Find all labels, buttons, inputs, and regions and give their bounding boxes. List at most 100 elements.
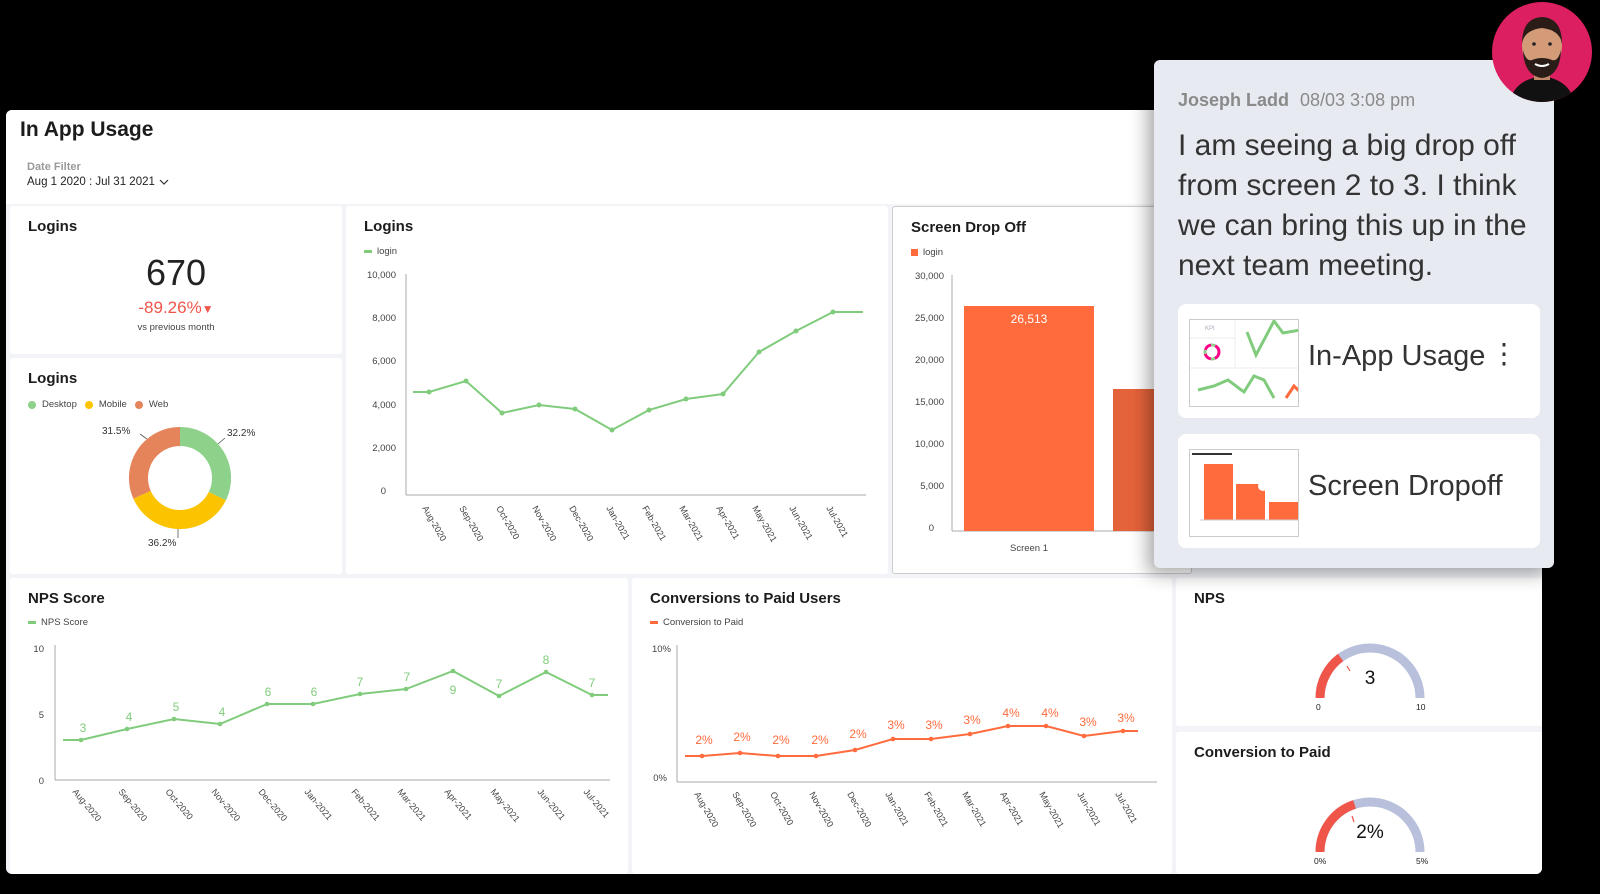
date-filter-label: Date Filter: [27, 161, 81, 173]
legend-square-icon: [911, 249, 918, 256]
svg-text:8,000: 8,000: [372, 313, 396, 324]
svg-text:4: 4: [219, 705, 226, 719]
svg-text:Dec-2020: Dec-2020: [567, 504, 595, 543]
logins-line-card[interactable]: Logins login 10,000 8,000 6,000 4,000 2,000…: [346, 206, 888, 574]
svg-text:Jan-2021: Jan-2021: [604, 504, 631, 542]
donut-chart: 32.2% 31.5% 36.2%: [102, 426, 255, 549]
svg-text:7: 7: [496, 677, 503, 691]
more-options-icon[interactable]: ⋮: [1490, 338, 1518, 369]
donut-slice-desktop[interactable]: [180, 427, 232, 501]
svg-text:25,000: 25,000: [915, 313, 944, 324]
svg-text:Mar-2021: Mar-2021: [960, 790, 988, 828]
nps-score-card[interactable]: NPS Score NPS Score 10 5 0 3 4 5 4 6 6 7 7 9 7 8 7: [10, 578, 628, 874]
svg-text:KPI: KPI: [1205, 326, 1215, 332]
svg-text:7: 7: [357, 675, 364, 689]
svg-text:Jun-2021: Jun-2021: [535, 787, 567, 822]
chevron-down-icon: [159, 179, 169, 185]
svg-text:10: 10: [33, 644, 44, 655]
kpi-delta-value: -89.26%: [138, 298, 202, 317]
svg-text:Aug-2020: Aug-2020: [70, 787, 103, 823]
donut-slice-mobile[interactable]: [133, 490, 226, 530]
svg-text:Nov-2020: Nov-2020: [530, 504, 558, 543]
screen-drop-off-card[interactable]: Screen Drop Off login 30,000 25,000 20,000…: [892, 206, 1193, 574]
card-title: NPS Score: [28, 590, 105, 607]
card-title: Conversion to Paid: [1194, 744, 1331, 761]
nps-gauge-card[interactable]: NPS 3 0 10: [1176, 578, 1542, 726]
svg-text:Oct-2020: Oct-2020: [768, 790, 795, 827]
bar-screen-1[interactable]: [964, 306, 1094, 531]
gauge-max: 10: [1416, 702, 1426, 712]
line-legend[interactable]: Conversion to Paid: [650, 617, 743, 628]
screen-drop-off-chart: 30,000 25,000 20,000 15,000 10,000 5,000 0 2…: [915, 271, 1193, 554]
svg-text:0: 0: [381, 486, 386, 497]
svg-text:9: 9: [450, 683, 457, 697]
svg-text:Nov-2020: Nov-2020: [807, 790, 835, 829]
svg-text:Jul-2021: Jul-2021: [824, 504, 850, 539]
comment-author[interactable]: Joseph Ladd: [1178, 90, 1290, 110]
comment-panel: Joseph Ladd 08/03 3:08 pm I am seeing a …: [1154, 60, 1554, 568]
svg-text:Feb-2021: Feb-2021: [349, 787, 381, 823]
line-legend[interactable]: login: [364, 246, 397, 257]
donut-slice-web[interactable]: [128, 426, 180, 499]
svg-text:6,000: 6,000: [372, 356, 396, 367]
svg-text:Jul-2021: Jul-2021: [1113, 790, 1139, 825]
legend-item-web[interactable]: Web: [134, 399, 168, 410]
nps-gauge: [1315, 643, 1425, 699]
card-title: Screen Drop Off: [911, 219, 1027, 236]
conversion-gauge: [1315, 797, 1425, 853]
svg-text:3%: 3%: [1079, 715, 1097, 729]
conversions-line-chart: 10% 0% 2% 2% 2% 2% 2% 3% 3% 3% 4% 4% 3% 3% Aug-20…: [652, 644, 1157, 830]
svg-text:20,000: 20,000: [915, 355, 944, 366]
svg-text:Feb-2021: Feb-2021: [922, 790, 950, 828]
kpi-logins-card[interactable]: Logins 670 -89.26%▼ vs previous month: [10, 206, 342, 354]
bar-label: 26,513: [1011, 312, 1048, 326]
card-title: Conversions to Paid Users: [650, 590, 841, 607]
svg-text:4: 4: [126, 710, 133, 724]
svg-text:Sep-2020: Sep-2020: [730, 790, 758, 829]
line-legend[interactable]: NPS Score: [28, 617, 88, 628]
gauge-min: 0%: [1314, 856, 1327, 866]
legend-dot-icon: [134, 400, 143, 409]
svg-text:3: 3: [80, 721, 87, 735]
donut-label-web: 31.5%: [102, 426, 130, 437]
legend-item-mobile[interactable]: Mobile: [84, 399, 127, 410]
date-filter-value: Aug 1 2020 : Jul 31 2021: [27, 176, 155, 188]
svg-text:4%: 4%: [1002, 706, 1020, 720]
kpi-delta: -89.26%▼: [10, 298, 342, 318]
svg-text:Jan-2021: Jan-2021: [302, 787, 334, 822]
legend-item-desktop[interactable]: Desktop: [28, 399, 77, 410]
svg-text:0%: 0%: [653, 773, 667, 784]
svg-text:6: 6: [265, 685, 272, 699]
attachment-screen-dropoff[interactable]: Screen Dropoff: [1178, 434, 1540, 548]
svg-text:2%: 2%: [772, 733, 790, 747]
dashboard-thumbnail: KPI: [1189, 319, 1299, 407]
logins-donut-card[interactable]: Logins Desktop Mobile Web 32.2% 31.5% 36…: [10, 358, 342, 574]
svg-text:8: 8: [543, 653, 550, 667]
conversion-gauge-card[interactable]: Conversion to Paid 2% 0% 5%: [1176, 732, 1542, 874]
svg-text:15,000: 15,000: [915, 397, 944, 408]
svg-text:5: 5: [173, 700, 180, 714]
svg-text:0: 0: [39, 776, 44, 787]
gauge-max: 5%: [1416, 856, 1429, 866]
bar-legend[interactable]: login: [911, 247, 943, 258]
svg-text:10%: 10%: [652, 644, 672, 655]
svg-text:Nov-2020: Nov-2020: [209, 787, 242, 823]
conversions-card[interactable]: Conversions to Paid Users Conversion to …: [632, 578, 1172, 874]
legend-line-icon: [364, 250, 372, 253]
attachment-in-app-usage[interactable]: KPI In-App Usage ⋮: [1178, 304, 1540, 418]
svg-text:2,000: 2,000: [372, 443, 396, 454]
date-filter-dropdown[interactable]: Aug 1 2020 : Jul 31 2021: [27, 176, 169, 188]
user-avatar[interactable]: [1492, 2, 1592, 102]
svg-text:2%: 2%: [733, 730, 751, 744]
svg-text:May-2021: May-2021: [750, 504, 779, 544]
gauge-value: 3: [1364, 668, 1376, 689]
kpi-subtitle: vs previous month: [137, 322, 215, 333]
attachment-label: In-App Usage: [1308, 340, 1486, 372]
legend-line-icon: [650, 621, 658, 624]
svg-text:Sep-2020: Sep-2020: [457, 504, 485, 543]
logins-line-chart: 10,000 8,000 6,000 4,000 2,000 0 Aug-2020 Se…: [367, 270, 866, 544]
svg-text:2%: 2%: [811, 733, 829, 747]
svg-text:Apr-2021: Apr-2021: [998, 790, 1025, 827]
svg-text:Jun-2021: Jun-2021: [1075, 790, 1102, 828]
svg-text:Dec-2020: Dec-2020: [256, 787, 289, 823]
